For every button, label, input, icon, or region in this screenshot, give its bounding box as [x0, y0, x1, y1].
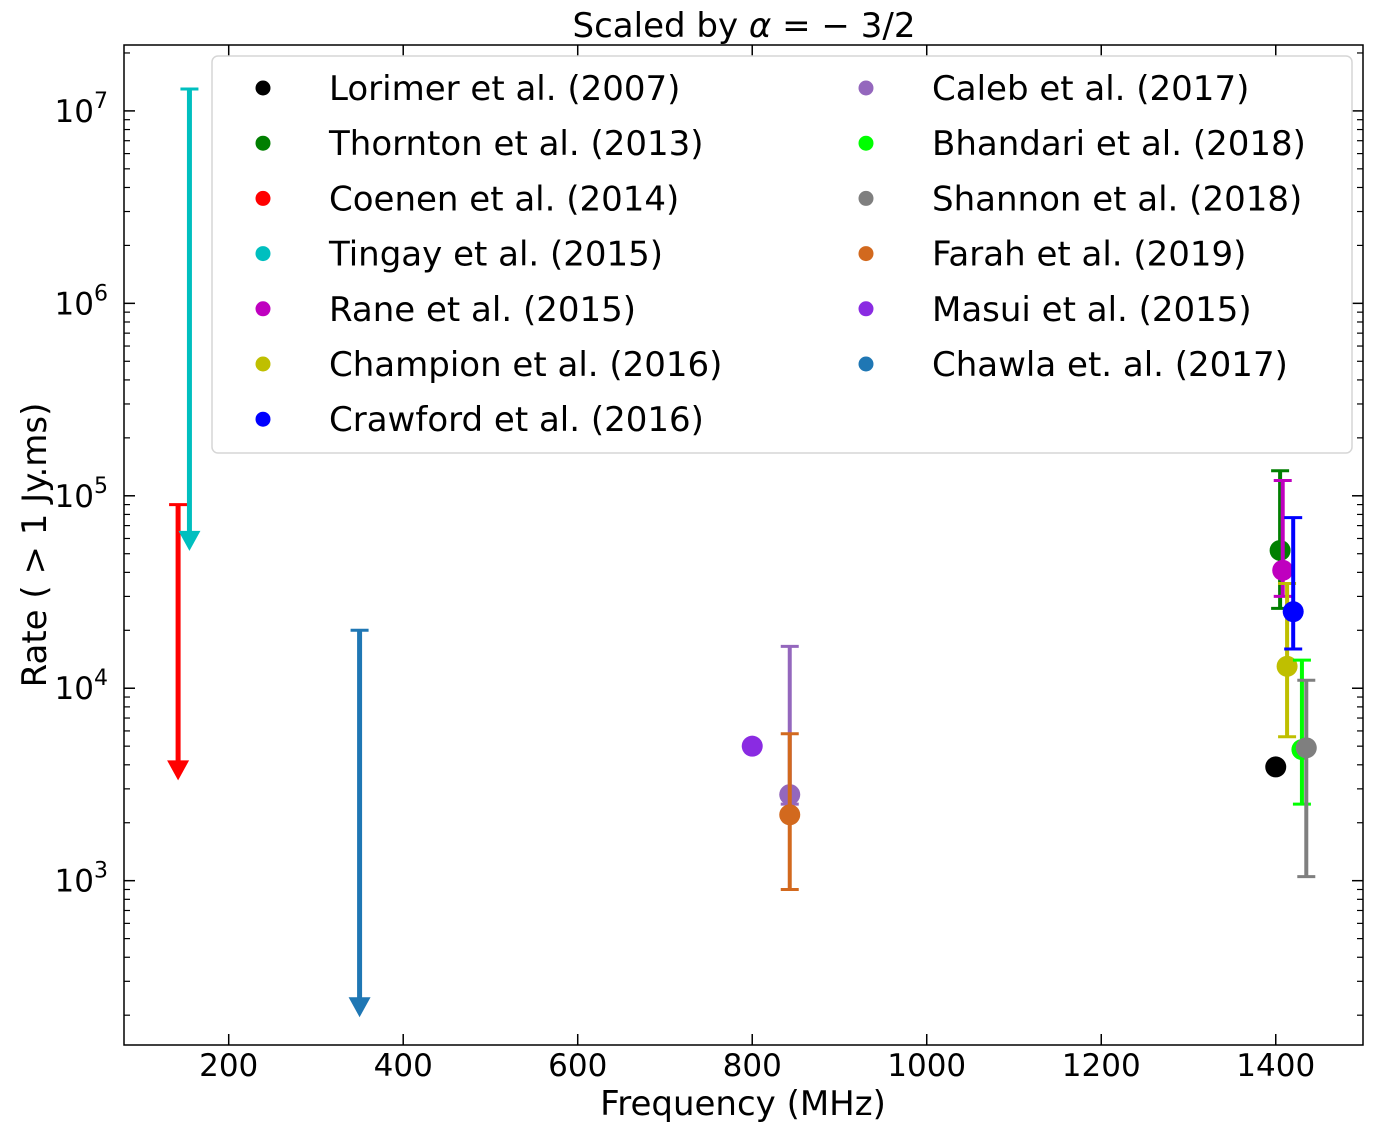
legend-marker-9 [858, 190, 874, 206]
legend-marker-0 [255, 80, 271, 96]
chart-title: Scaled by α = − 3/2 [573, 6, 916, 46]
legend-box [211, 55, 1353, 454]
x-tick-label-3: 800 [723, 1048, 782, 1084]
legend-label-10: Farah et al. (2019) [932, 235, 1246, 275]
legend-marker-6 [255, 411, 271, 427]
x-axis-label: Frequency (MHz) [600, 1084, 886, 1124]
y-tick-label-0: 103 [55, 859, 108, 900]
legend-label-5: Champion et al. (2016) [329, 345, 722, 385]
legend-marker-1 [255, 135, 271, 151]
legend-marker-7 [858, 80, 874, 96]
x-tick-label-2: 600 [548, 1048, 607, 1084]
data-point-10 [779, 804, 801, 826]
y-axis-label: Rate ( > 1 Jy.ms) [15, 403, 55, 688]
data-point-6 [1282, 601, 1304, 623]
legend-label-12: Chawla et. al. (2017) [932, 345, 1288, 385]
data-point-5 [1276, 655, 1298, 677]
legend-label-3: Tingay et al. (2015) [328, 235, 663, 275]
data-point-9 [1295, 737, 1317, 759]
x-tick-label-0: 200 [199, 1048, 258, 1084]
legend-marker-12 [858, 356, 874, 372]
legend-marker-2 [255, 190, 271, 206]
upper-limit-arrow-3 [178, 530, 201, 551]
legend-marker-4 [255, 301, 271, 317]
upper-limit-arrow-2 [167, 760, 190, 781]
data-point-4 [1272, 559, 1294, 581]
legend-label-0: Lorimer et al. (2007) [329, 69, 680, 109]
legend-label-6: Crawford et al. (2016) [329, 400, 704, 440]
x-tick-label-1: 400 [374, 1048, 433, 1084]
y-tick-label-2: 105 [55, 474, 108, 515]
plot-area [167, 87, 1317, 1018]
legend-label-9: Shannon et al. (2018) [932, 179, 1302, 219]
legend-label-4: Rane et al. (2015) [329, 290, 636, 330]
legend-label-1: Thornton et al. (2013) [328, 124, 704, 164]
legend-label-11: Masui et al. (2015) [932, 290, 1252, 330]
legend-marker-3 [255, 246, 271, 262]
upper-limit-arrow-12 [348, 997, 371, 1018]
data-point-0 [1265, 756, 1287, 778]
y-tick-label-3: 106 [55, 281, 108, 322]
y-tick-label-4: 107 [55, 89, 108, 130]
legend-marker-8 [858, 135, 874, 151]
plot-frame [123, 44, 1364, 1046]
legend-marker-10 [858, 246, 874, 262]
data-point-1 [1269, 539, 1291, 561]
x-tick-label-6: 1400 [1236, 1048, 1315, 1084]
legend: Lorimer et al. (2007) Thornton et al. (20… [211, 55, 1353, 454]
legend-label-8: Bhandari et al. (2018) [932, 124, 1306, 164]
axes-ticks: 200 400 600 800 1000 1200 1400 103 104 105 106 107 [55, 45, 1363, 1084]
legend-marker-5 [255, 356, 271, 372]
data-point-11 [741, 735, 763, 757]
legend-label-7: Caleb et al. (2017) [932, 69, 1249, 109]
y-tick-label-1: 104 [55, 666, 108, 707]
x-tick-label-5: 1200 [1062, 1048, 1141, 1084]
x-tick-label-4: 1000 [887, 1048, 966, 1084]
legend-marker-11 [858, 301, 874, 317]
legend-label-2: Coenen et al. (2014) [329, 179, 679, 219]
